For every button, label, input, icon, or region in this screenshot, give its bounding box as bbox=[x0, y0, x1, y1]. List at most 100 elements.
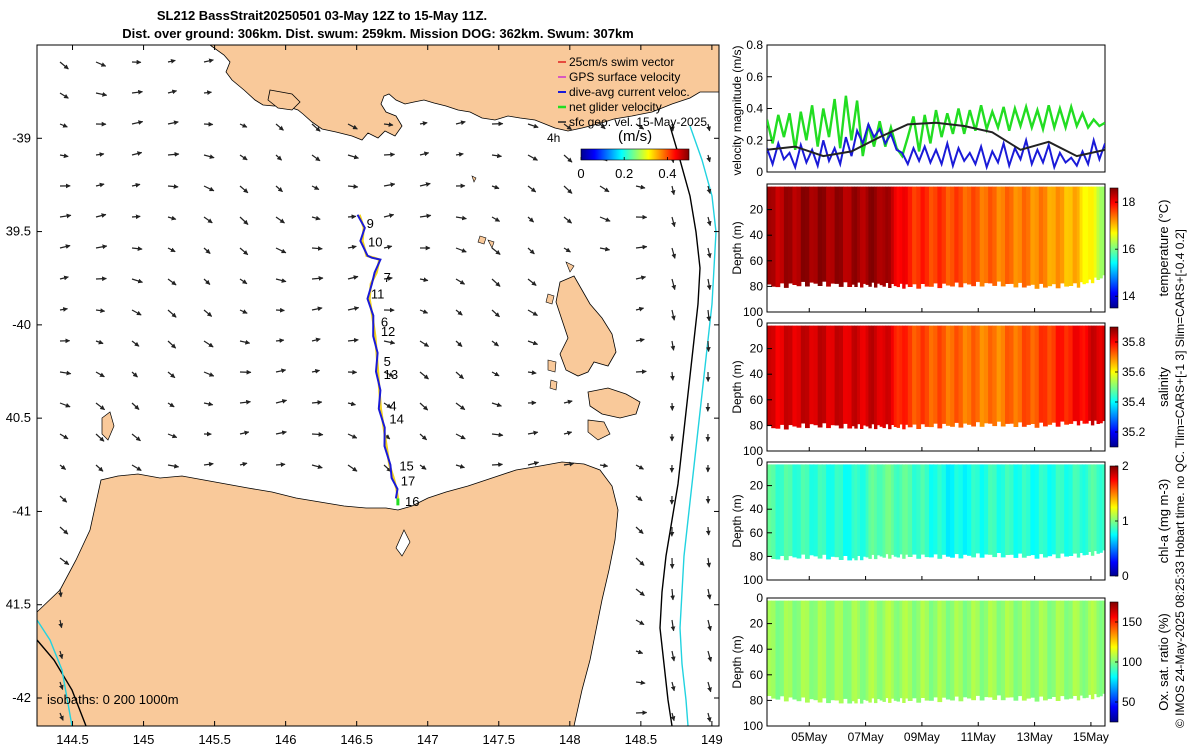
heatmap-cell bbox=[1047, 464, 1052, 556]
heatmap-cell bbox=[805, 601, 810, 703]
heatmap-cell bbox=[929, 464, 934, 557]
heatmap-cell bbox=[847, 464, 852, 560]
heatmap-cell bbox=[971, 464, 976, 557]
heatmap-cell bbox=[784, 464, 789, 560]
heatmap-cell bbox=[1047, 326, 1052, 425]
date-tick-label: 07May bbox=[848, 730, 884, 744]
heatmap-cell bbox=[1018, 601, 1023, 697]
heatmap-cell bbox=[1080, 326, 1083, 421]
heatmap-cell bbox=[801, 601, 806, 698]
heatmap-cell bbox=[830, 464, 835, 556]
heatmap-cell bbox=[1039, 326, 1044, 423]
heatmap-ytick-label: 80 bbox=[750, 418, 764, 432]
heatmap-ytick-label: 20 bbox=[750, 617, 764, 631]
heatmap-cell bbox=[891, 187, 894, 284]
heatmap-cell bbox=[1005, 601, 1010, 698]
map-xtick-label: 146.5 bbox=[340, 732, 373, 747]
legend-gps-velocity: GPS surface velocity bbox=[569, 70, 680, 84]
heatmap-colorbar bbox=[1110, 188, 1118, 308]
colorbar-tick-label: 16 bbox=[1122, 242, 1136, 256]
heatmap-cells bbox=[767, 185, 1106, 289]
heatmap-cell bbox=[1097, 187, 1100, 280]
heatmap-cell bbox=[1052, 601, 1057, 697]
heatmap-cell bbox=[1030, 326, 1035, 424]
heatmap-cell bbox=[857, 187, 860, 283]
heatmap-ytick-label: 40 bbox=[750, 228, 764, 242]
vector-arrow bbox=[708, 341, 709, 352]
heatmap-cell bbox=[988, 187, 993, 284]
heatmap-cell bbox=[839, 601, 844, 704]
heatmap-cell bbox=[942, 326, 947, 424]
velocity-ytick-label: 0.4 bbox=[746, 102, 763, 116]
heatmap-cell bbox=[891, 464, 894, 555]
heatmap-cell bbox=[946, 464, 951, 556]
heatmap-cell bbox=[843, 326, 848, 424]
heatmap-cell bbox=[797, 187, 802, 287]
side-caption: © IMOS 24-May-2025 08:25:33 Hobart time.… bbox=[1173, 229, 1187, 728]
heatmap-cell bbox=[929, 601, 934, 701]
legend-4h: 4h bbox=[547, 131, 560, 145]
heatmap-cell bbox=[1022, 601, 1027, 701]
heatmap-cell bbox=[912, 326, 917, 425]
map-ytick-label: -41 bbox=[12, 503, 31, 518]
date-tick-label: 09May bbox=[904, 730, 940, 744]
heatmap-cell bbox=[937, 187, 942, 289]
heatmap-ytick-label: 60 bbox=[750, 526, 764, 540]
heatmap-cell bbox=[1001, 601, 1006, 701]
colorbar-tick-label: 35.6 bbox=[1122, 365, 1146, 379]
heatmap-cell bbox=[801, 187, 806, 282]
colorbar-tick-label: 18 bbox=[1122, 195, 1136, 209]
heatmap-cell bbox=[921, 187, 926, 284]
heatmap-colorbar bbox=[1110, 327, 1118, 447]
heatmap-cell bbox=[1005, 464, 1010, 555]
vector-arrow bbox=[276, 310, 284, 311]
heatmap-cell bbox=[776, 326, 781, 429]
heatmap-cell bbox=[980, 464, 985, 557]
map-xtick-label: 145.5 bbox=[198, 732, 231, 747]
heatmap-cell bbox=[771, 464, 776, 559]
heatmap-cell bbox=[814, 464, 819, 556]
heatmap-cell bbox=[877, 187, 880, 284]
heatmap-cell bbox=[946, 326, 951, 426]
title-line-1: SL212 BassStrait20250501 03-May 12Z to 1… bbox=[157, 8, 487, 23]
heatmap-ytick-label: 60 bbox=[750, 254, 764, 268]
heatmap-cell bbox=[809, 187, 814, 283]
velocity-ylabel: velocity magnitude (m/s) bbox=[730, 45, 744, 175]
heatmap-cell bbox=[767, 464, 772, 557]
heatmap-cell bbox=[822, 464, 827, 554]
heatmap-ytick-label: 100 bbox=[743, 719, 763, 733]
heatmap-cell bbox=[1022, 464, 1027, 557]
heatmap-cell bbox=[805, 464, 810, 559]
day-label: 14 bbox=[389, 412, 403, 427]
map-xtick-label: 149 bbox=[701, 732, 723, 747]
heatmap-cell bbox=[1030, 464, 1035, 555]
heatmap-cell bbox=[988, 464, 993, 554]
colorbar-label: salinity bbox=[1156, 367, 1171, 407]
heatmap-cell bbox=[1056, 187, 1061, 289]
heatmap-cell bbox=[776, 601, 781, 700]
heatmap-cell bbox=[967, 326, 972, 425]
heatmap-cell bbox=[1005, 187, 1010, 284]
heatmap-cell bbox=[1052, 187, 1057, 285]
heatmap-cells bbox=[767, 463, 1106, 560]
heatmap-cell bbox=[929, 326, 934, 428]
map-colorbar-tick-label: 0.4 bbox=[658, 166, 676, 181]
heatmap-cell bbox=[912, 187, 917, 285]
heatmap-cell bbox=[797, 464, 802, 558]
land-islet-2 bbox=[548, 360, 556, 372]
heatmap-cell bbox=[839, 187, 844, 287]
legend-sfc-geo: sfc geo. vel. 15-May-2025 bbox=[569, 115, 707, 129]
heatmap-cell bbox=[1001, 326, 1006, 427]
heatmap-cell bbox=[1035, 326, 1040, 428]
heatmap-cell bbox=[1064, 187, 1069, 287]
map-xtick-label: 147.5 bbox=[482, 732, 515, 747]
heatmap-cell bbox=[933, 464, 938, 554]
vector-arrow bbox=[276, 464, 285, 465]
heatmap-cell bbox=[818, 326, 823, 428]
heatmap-cell bbox=[805, 326, 810, 429]
heatmap-cell bbox=[857, 464, 860, 556]
colorbar-tick-label: 35.4 bbox=[1122, 395, 1146, 409]
heatmap-cell bbox=[925, 464, 930, 557]
heatmap-cell bbox=[818, 601, 823, 703]
